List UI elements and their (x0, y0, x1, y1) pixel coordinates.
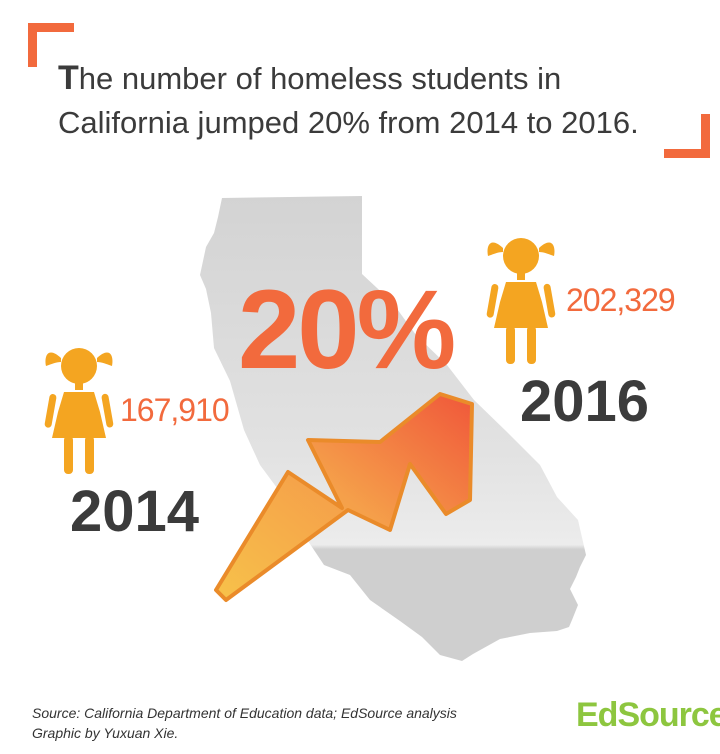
edsource-logo[interactable]: EdSource (576, 696, 720, 734)
headline-text: he number of homeless students in Califo… (58, 61, 639, 140)
source-note: Source: California Department of Educati… (32, 703, 457, 743)
year-label-2014: 2014 (70, 479, 200, 544)
student-count-2016: 202,329 (566, 282, 676, 318)
upward-arrow-icon (214, 392, 474, 602)
girl-icon-2014 (44, 348, 114, 474)
corner-bracket-top-left (28, 23, 74, 67)
percent-increase: 20% (238, 267, 456, 392)
headline: The number of homeless students in Calif… (58, 56, 698, 145)
corner-bracket-bottom-right (664, 114, 710, 158)
california-shape (200, 196, 586, 661)
california-map (200, 196, 586, 661)
year-label-2016: 2016 (520, 369, 650, 434)
source-line: Source: California Department of Educati… (32, 705, 457, 721)
student-count-2014: 167,910 (120, 392, 230, 428)
girl-icon-2016 (486, 238, 556, 364)
credit-line: Graphic by Yuxuan Xie. (32, 725, 179, 741)
headline-first-letter: T (58, 59, 79, 97)
